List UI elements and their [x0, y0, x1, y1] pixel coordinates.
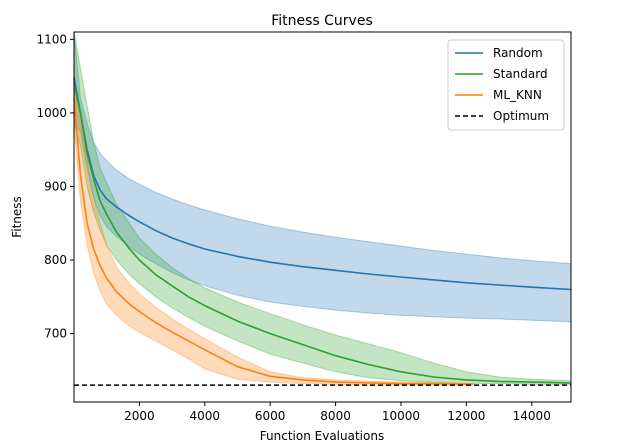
x-tick-label: 8000: [320, 409, 351, 423]
chart-title: Fitness Curves: [271, 13, 373, 29]
legend-box: [447, 39, 565, 131]
legend-label-standard: Standard: [493, 67, 548, 81]
legend-label-ml-knn: ML_KNN: [493, 88, 542, 102]
x-tick-label: 12000: [447, 409, 485, 423]
legend-label-random: Random: [493, 46, 543, 60]
y-axis-title: Fitness: [10, 196, 24, 238]
x-axis: 2000 4000 6000 8000 10000 12000 14000: [124, 402, 551, 423]
legend-label-optimum: Optimum: [493, 109, 549, 123]
y-tick-label: 1100: [36, 32, 67, 46]
x-tick-label: 14000: [513, 409, 551, 423]
x-tick-label: 2000: [124, 409, 155, 423]
y-tick-label: 800: [44, 253, 67, 267]
plot-area-frame: [73, 31, 572, 403]
series-line-ml-knn: [73, 98, 473, 386]
series-line-random: [73, 77, 572, 291]
legend: Random Standard ML_KNN Optimum: [447, 39, 565, 131]
x-tick-label: 10000: [382, 409, 420, 423]
x-tick-label: 4000: [190, 409, 221, 423]
series-line-standard: [73, 83, 572, 384]
y-axis: 700 800 900 1000 1100: [36, 32, 74, 341]
band-ml-knn: [73, 68, 474, 386]
y-tick-label: 700: [44, 327, 67, 341]
series-lines: [73, 77, 572, 386]
x-axis-title: Function Evaluations: [260, 429, 384, 443]
y-tick-label: 1000: [36, 106, 67, 120]
x-tick-label: 6000: [255, 409, 286, 423]
y-tick-label: 900: [44, 179, 67, 193]
